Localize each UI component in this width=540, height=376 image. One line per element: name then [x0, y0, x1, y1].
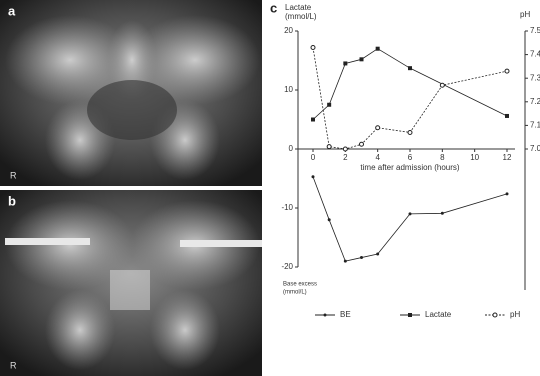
- side-marker: R: [10, 360, 17, 370]
- series-line: [312, 47, 508, 150]
- be-label: Base excess: [283, 282, 317, 288]
- marker: [342, 146, 348, 152]
- marker: [505, 192, 509, 196]
- marker: [505, 113, 509, 118]
- y-tick-label: -10: [281, 203, 293, 212]
- marker: [343, 61, 348, 66]
- y-axis-label: (mmol/L): [285, 12, 317, 21]
- y2-tick-label: 7.5: [530, 26, 540, 35]
- y2-tick-label: 7.4: [530, 50, 540, 59]
- side-marker: R: [10, 170, 17, 180]
- marker: [310, 45, 316, 51]
- marker: [327, 218, 331, 222]
- y2-tick-label: 7.3: [530, 73, 540, 82]
- legend-label: pH: [510, 310, 520, 319]
- marker: [492, 312, 498, 318]
- panel-label: c: [270, 0, 277, 15]
- x-tick-label: 10: [470, 153, 479, 162]
- marker: [408, 313, 412, 317]
- marker: [343, 259, 347, 263]
- marker: [360, 256, 363, 260]
- x-tick-label: 4: [375, 153, 380, 162]
- marker: [359, 141, 364, 147]
- marker: [408, 66, 412, 71]
- marker: [326, 144, 332, 150]
- x-tick-label: 0: [311, 153, 316, 162]
- marker: [376, 252, 380, 256]
- panel-label: a: [8, 3, 16, 18]
- y-tick-label: 10: [284, 85, 293, 94]
- marker: [440, 211, 444, 215]
- y2-tick-label: 7.2: [530, 97, 540, 106]
- marker: [311, 175, 315, 179]
- y-tick-label: -20: [281, 262, 293, 271]
- y-axis-label: Lactate: [285, 3, 312, 12]
- x-tick-label: 6: [408, 153, 413, 162]
- legend-label: BE: [340, 310, 351, 319]
- marker: [375, 46, 380, 51]
- marker: [327, 102, 332, 107]
- x-tick-label: 2: [343, 153, 348, 162]
- x-axis-label: time after admission (hours): [360, 163, 459, 172]
- panel-label: b: [8, 193, 16, 208]
- marker: [359, 57, 364, 62]
- marker: [311, 117, 315, 122]
- be-label: (mmol/L): [283, 290, 307, 296]
- series-line: [312, 48, 508, 120]
- marker: [375, 125, 381, 131]
- x-tick-label: 12: [503, 153, 512, 162]
- y2-tick-label: 7.1: [530, 121, 540, 130]
- marker: [504, 68, 510, 74]
- legend-label: Lactate: [425, 310, 452, 319]
- y-tick-label: 0: [289, 144, 294, 153]
- xray-b: [0, 190, 262, 376]
- xray-a: [0, 0, 262, 186]
- marker: [439, 82, 445, 88]
- y2-axis-label: pH: [520, 10, 530, 19]
- y-tick-label: 20: [284, 26, 293, 35]
- y2-tick-label: 7.0: [530, 144, 540, 153]
- marker: [323, 313, 327, 317]
- marker: [407, 129, 413, 135]
- marker: [408, 212, 412, 216]
- series-line: [312, 176, 508, 262]
- x-tick-label: 8: [440, 153, 445, 162]
